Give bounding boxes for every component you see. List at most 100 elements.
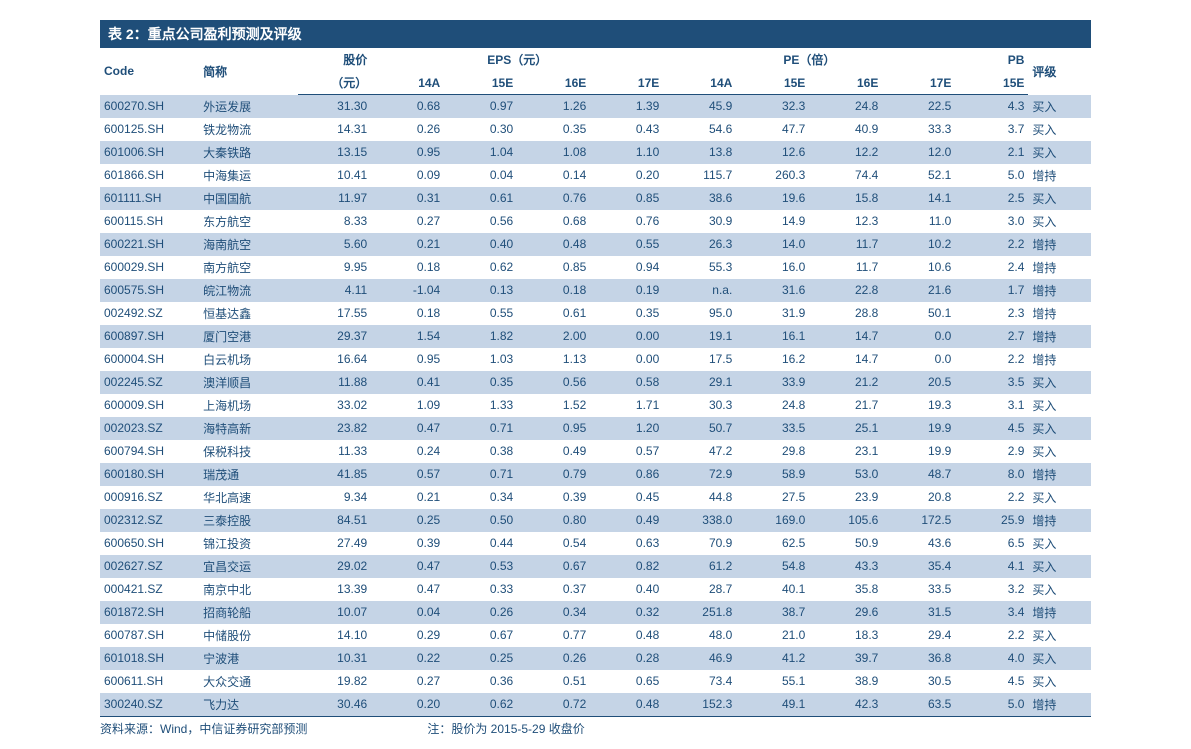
cell-eps-17e: 0.28 [590,647,663,670]
cell-eps-15e: 0.56 [444,210,517,233]
cell-price: 10.07 [298,601,371,624]
cell-eps-16e: 1.52 [517,394,590,417]
cell-code: 600611.SH [100,670,199,693]
cell-eps-16e: 0.54 [517,532,590,555]
cell-eps-15e: 0.38 [444,440,517,463]
cell-eps-17e: 1.10 [590,141,663,164]
cell-pb: 2.2 [955,348,1028,371]
cell-pb: 5.0 [955,164,1028,187]
cell-pe-17e: 35.4 [882,555,955,578]
cell-eps-17e: 0.57 [590,440,663,463]
cell-name: 华北高速 [199,486,298,509]
cell-pe-17e: 12.0 [882,141,955,164]
table-row: 600270.SH外运发展31.300.680.971.261.3945.932… [100,95,1091,118]
table-row: 601018.SH宁波港10.310.220.250.260.2846.941.… [100,647,1091,670]
cell-eps-17e: 0.86 [590,463,663,486]
cell-eps-14a: 0.09 [371,164,444,187]
cell-rating: 增持 [1028,348,1091,371]
cell-name: 上海机场 [199,394,298,417]
cell-rating: 增持 [1028,164,1091,187]
cell-eps-17e: 0.45 [590,486,663,509]
cell-pe-16e: 35.8 [809,578,882,601]
cell-eps-16e: 0.95 [517,417,590,440]
cell-eps-14a: 0.18 [371,302,444,325]
cell-eps-16e: 1.26 [517,95,590,118]
cell-pe-15e: 62.5 [736,532,809,555]
cell-name: 澳洋顺昌 [199,371,298,394]
cell-pe-14a: 48.0 [663,624,736,647]
cell-pe-15e: 16.0 [736,256,809,279]
cell-price: 9.34 [298,486,371,509]
cell-pe-16e: 50.9 [809,532,882,555]
cell-eps-14a: 0.41 [371,371,444,394]
cell-name: 海特高新 [199,417,298,440]
cell-eps-15e: 0.33 [444,578,517,601]
cell-rating: 增持 [1028,325,1091,348]
cell-pe-16e: 14.7 [809,325,882,348]
cell-rating: 增持 [1028,693,1091,716]
cell-code: 601872.SH [100,601,199,624]
table-row: 600004.SH白云机场16.640.951.031.130.0017.516… [100,348,1091,371]
hdr-price-sub: （元） [298,71,371,95]
cell-pe-14a: 61.2 [663,555,736,578]
table-title: 表 2：重点公司盈利预测及评级 [100,20,1091,48]
cell-price: 41.85 [298,463,371,486]
cell-pe-15e: 14.9 [736,210,809,233]
cell-eps-15e: 1.82 [444,325,517,348]
hdr-name: 简称 [199,48,298,95]
cell-eps-15e: 1.04 [444,141,517,164]
cell-eps-16e: 0.67 [517,555,590,578]
cell-price: 8.33 [298,210,371,233]
table-row: 600575.SH皖江物流4.11-1.040.130.180.19n.a.31… [100,279,1091,302]
cell-pe-17e: 10.2 [882,233,955,256]
cell-pe-14a: 45.9 [663,95,736,118]
table-row: 000421.SZ南京中北13.390.470.330.370.4028.740… [100,578,1091,601]
cell-price: 4.11 [298,279,371,302]
cell-eps-14a: 0.47 [371,578,444,601]
cell-pe-16e: 43.3 [809,555,882,578]
hdr-pe-16e: 16E [809,71,882,95]
cell-pb: 1.7 [955,279,1028,302]
cell-eps-14a: 1.54 [371,325,444,348]
cell-pe-14a: 17.5 [663,348,736,371]
cell-pb: 5.0 [955,693,1028,716]
cell-eps-15e: 0.30 [444,118,517,141]
table-row: 601006.SH大秦铁路13.150.951.041.081.1013.812… [100,141,1091,164]
cell-rating: 增持 [1028,256,1091,279]
cell-pb: 2.2 [955,233,1028,256]
cell-pe-15e: 169.0 [736,509,809,532]
cell-eps-14a: 0.25 [371,509,444,532]
cell-pe-17e: 11.0 [882,210,955,233]
cell-eps-17e: 1.71 [590,394,663,417]
cell-code: 002312.SZ [100,509,199,532]
cell-pb: 2.9 [955,440,1028,463]
cell-rating: 增持 [1028,463,1091,486]
earnings-table: Code 简称 股价 EPS（元） PE（倍） PB 评级 （元） 14A 15… [100,48,1091,716]
cell-eps-16e: 2.00 [517,325,590,348]
cell-eps-16e: 0.35 [517,118,590,141]
table-row: 600029.SH南方航空9.950.180.620.850.9455.316.… [100,256,1091,279]
table-row: 600611.SH大众交通19.820.270.360.510.6573.455… [100,670,1091,693]
cell-eps-14a: 0.95 [371,348,444,371]
cell-pe-15e: 40.1 [736,578,809,601]
cell-eps-17e: 0.19 [590,279,663,302]
cell-price: 31.30 [298,95,371,118]
cell-rating: 买入 [1028,486,1091,509]
cell-pe-15e: 29.8 [736,440,809,463]
cell-pe-17e: 33.3 [882,118,955,141]
cell-eps-15e: 0.40 [444,233,517,256]
cell-pe-16e: 12.2 [809,141,882,164]
cell-rating: 买入 [1028,141,1091,164]
cell-eps-16e: 0.49 [517,440,590,463]
cell-price: 13.15 [298,141,371,164]
hdr-pb-15e: 15E [955,71,1028,95]
cell-price: 23.82 [298,417,371,440]
cell-eps-14a: -1.04 [371,279,444,302]
cell-eps-16e: 0.48 [517,233,590,256]
table-row: 601872.SH招商轮船10.070.040.260.340.32251.83… [100,601,1091,624]
cell-eps-15e: 0.62 [444,256,517,279]
cell-pe-17e: 14.1 [882,187,955,210]
cell-eps-15e: 0.97 [444,95,517,118]
hdr-eps-17e: 17E [590,71,663,95]
cell-rating: 买入 [1028,440,1091,463]
